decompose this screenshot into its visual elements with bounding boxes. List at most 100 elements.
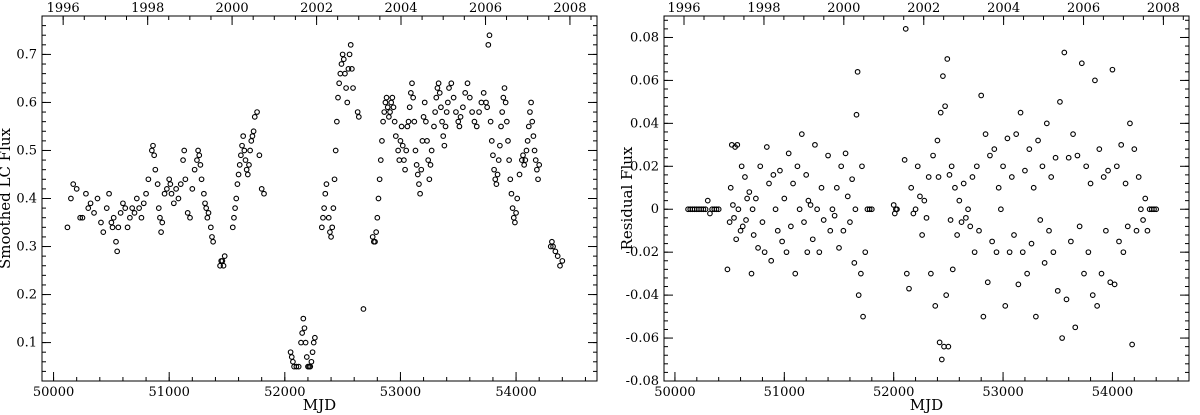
data-point	[844, 193, 851, 200]
data-point	[236, 162, 243, 168]
data-point	[448, 80, 455, 87]
data-point	[794, 163, 801, 170]
data-point	[347, 41, 354, 48]
x-tick-label: 54000	[495, 385, 536, 400]
data-point	[392, 133, 399, 139]
data-point	[908, 184, 915, 191]
data-point	[150, 142, 156, 149]
data-point	[1105, 167, 1111, 174]
data-point	[1074, 152, 1081, 159]
data-point	[766, 180, 772, 187]
data-point	[532, 157, 539, 163]
data-point	[410, 94, 417, 101]
data-point	[379, 138, 385, 144]
data-point	[399, 142, 406, 149]
data-point	[1033, 313, 1039, 320]
data-point	[1011, 232, 1017, 238]
data-point	[464, 80, 471, 87]
data-point	[143, 190, 149, 197]
data-point	[772, 206, 779, 213]
data-point	[287, 349, 294, 356]
data-point	[1061, 49, 1068, 56]
data-point	[522, 157, 529, 163]
data-point	[419, 138, 426, 144]
data-point	[320, 214, 326, 221]
data-point	[1028, 240, 1035, 247]
data-point	[1085, 249, 1092, 256]
data-point	[387, 109, 393, 115]
data-point	[484, 104, 491, 111]
data-point	[520, 152, 526, 159]
data-point	[798, 131, 805, 137]
data-point	[335, 94, 341, 101]
data-point	[480, 89, 487, 96]
data-point	[550, 243, 556, 250]
data-point	[978, 92, 985, 99]
top-year-label: 2004	[987, 1, 1020, 16]
data-point	[493, 181, 500, 187]
data-point	[122, 205, 129, 211]
data-point	[343, 85, 349, 91]
data-point	[189, 186, 196, 192]
data-point	[349, 65, 355, 72]
data-point	[1151, 206, 1157, 213]
data-point	[386, 114, 392, 120]
data-point	[110, 214, 117, 221]
top-year-label: 1998	[131, 1, 164, 16]
data-point	[151, 152, 158, 159]
data-point	[161, 190, 168, 197]
data-point	[1076, 223, 1083, 230]
data-point	[158, 229, 164, 235]
data-point	[940, 73, 946, 79]
data-point	[77, 214, 84, 221]
x-tick-label: 52000	[873, 385, 914, 400]
data-point	[1013, 131, 1020, 137]
data-point	[301, 325, 308, 332]
data-point	[441, 142, 448, 149]
data-point	[457, 114, 464, 120]
data-point	[256, 152, 263, 159]
data-point	[1107, 279, 1114, 286]
data-point	[785, 150, 792, 157]
data-point	[935, 174, 942, 180]
data-point	[328, 234, 334, 240]
data-point	[344, 99, 351, 106]
data-point	[455, 118, 462, 125]
data-point	[442, 123, 449, 130]
data-point	[1068, 238, 1074, 245]
data-point	[528, 99, 534, 106]
data-point	[731, 214, 737, 221]
data-point	[100, 229, 107, 235]
x-tick-label: 51000	[149, 385, 190, 400]
data-point	[177, 181, 184, 187]
data-point	[372, 238, 378, 245]
top-year-label: 2000	[827, 1, 860, 16]
data-point	[949, 266, 956, 273]
data-point	[384, 104, 391, 111]
data-point	[432, 109, 438, 115]
data-point	[753, 195, 759, 202]
data-point	[411, 118, 418, 125]
data-point	[510, 214, 517, 221]
data-point	[428, 147, 435, 154]
data-point	[735, 206, 742, 213]
data-point	[890, 202, 897, 208]
data-point	[744, 195, 750, 202]
data-point	[295, 363, 302, 370]
data-point	[239, 142, 245, 149]
data-point	[220, 262, 227, 269]
data-point	[960, 180, 967, 187]
data-point	[115, 224, 122, 231]
data-point	[948, 163, 955, 170]
data-point	[1046, 227, 1052, 234]
data-point	[424, 138, 430, 144]
data-point	[825, 152, 831, 159]
data-point	[420, 114, 427, 120]
data-point	[433, 94, 440, 101]
data-point	[1144, 227, 1151, 234]
data-point	[446, 85, 452, 91]
data-point	[148, 147, 155, 154]
data-point	[498, 123, 504, 130]
data-point	[852, 206, 859, 213]
data-point	[1017, 109, 1024, 116]
